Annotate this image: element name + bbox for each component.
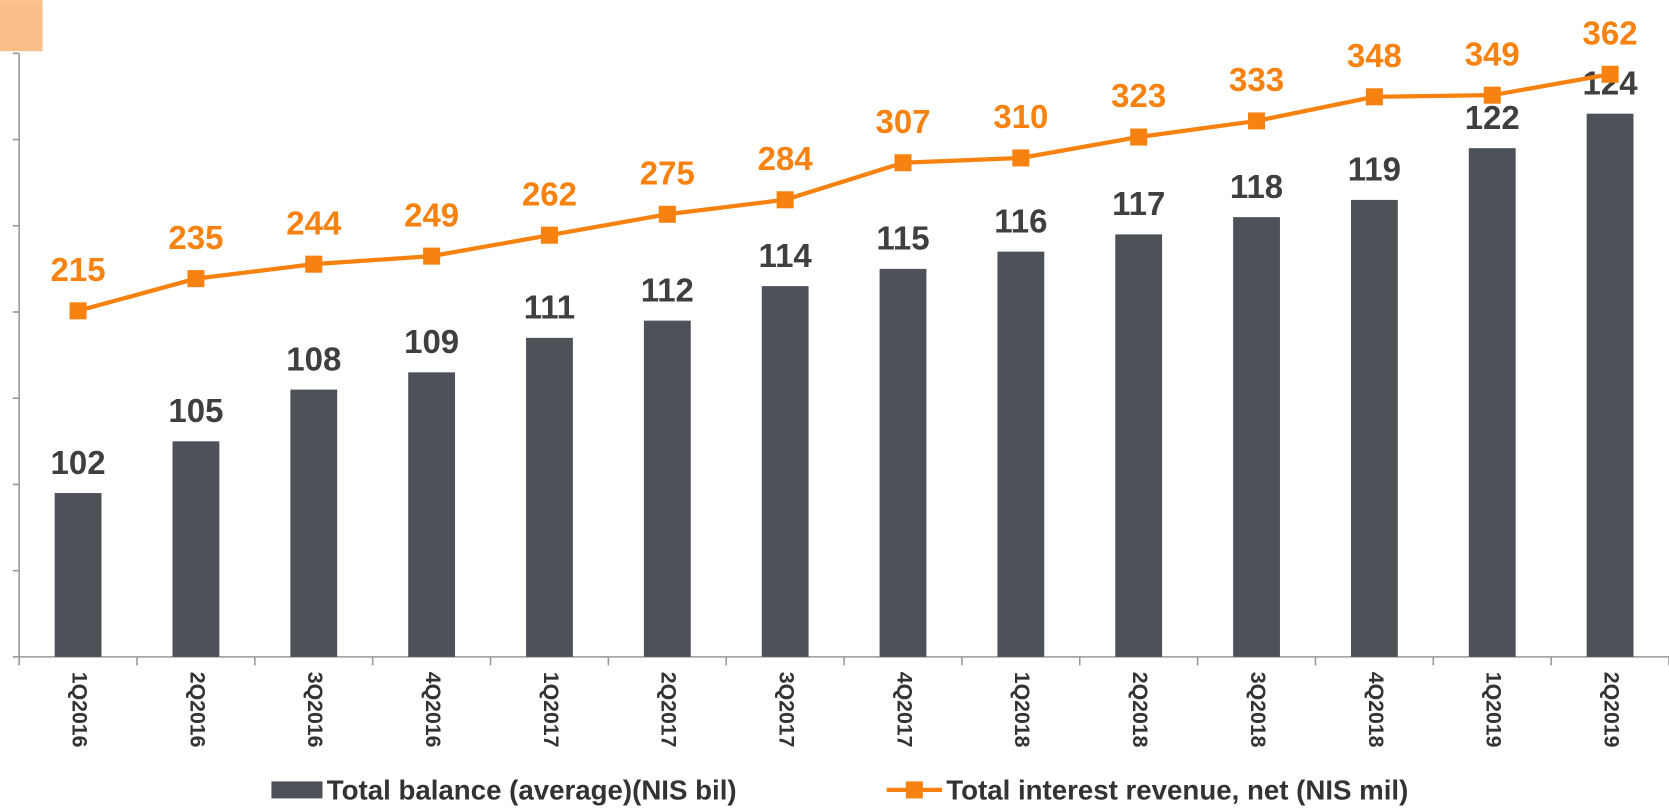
- line-marker: [540, 226, 558, 244]
- legend-swatch: [905, 781, 923, 799]
- bar-label: 115: [876, 220, 929, 257]
- x-tick-label: 1Q2019: [1482, 672, 1506, 748]
- legend-swatch: [271, 781, 323, 799]
- line-marker: [423, 247, 441, 265]
- line: [77, 72, 1611, 313]
- bar-label: 102: [51, 444, 106, 481]
- x-tick-label: 1Q2016: [67, 672, 91, 748]
- line-marker: [894, 154, 912, 172]
- line-label: 235: [168, 219, 223, 256]
- line-marker: [776, 191, 794, 209]
- x-tick-label: 1Q2017: [539, 672, 563, 748]
- line-label: 249: [404, 196, 459, 233]
- legend-label: Total interest revenue, net (NIS mil): [946, 774, 1408, 805]
- bar-label: 122: [1465, 99, 1520, 136]
- bar: [761, 286, 809, 657]
- line-label: 244: [286, 204, 342, 241]
- line-marker: [1483, 86, 1501, 104]
- bar: [1350, 199, 1398, 657]
- x-tick-label: 1Q2018: [1010, 672, 1034, 748]
- line-label: 349: [1465, 35, 1520, 72]
- line-label: 262: [522, 175, 577, 212]
- legend-label: Total balance (average)(NIS bil): [327, 774, 737, 805]
- line-label: 310: [993, 98, 1048, 135]
- corner-decoration: [0, 0, 43, 52]
- line-label: 362: [1583, 14, 1638, 51]
- x-tick-label: 4Q2017: [892, 672, 916, 748]
- bar-label: 112: [641, 271, 694, 308]
- x-tick-label: 3Q2016: [303, 672, 327, 748]
- bar-label: 118: [1230, 168, 1283, 205]
- line-label: 307: [875, 103, 930, 140]
- bar: [172, 441, 220, 657]
- x-tick-label: 2Q2018: [1128, 672, 1152, 748]
- line-label: 348: [1347, 37, 1402, 74]
- line-label: 215: [51, 251, 106, 288]
- line-marker: [69, 302, 87, 320]
- bar-label: 108: [286, 340, 341, 377]
- x-tick-label: 2Q2017: [657, 672, 681, 748]
- x-tick-label: 3Q2017: [775, 672, 799, 748]
- bar: [879, 268, 927, 657]
- bar-label: 109: [404, 323, 459, 360]
- x-tick-label: 3Q2018: [1246, 672, 1270, 748]
- bar: [643, 320, 691, 657]
- line-marker: [1601, 65, 1619, 83]
- line-label: 275: [640, 154, 695, 191]
- line-marker: [1365, 88, 1383, 106]
- bar: [1468, 148, 1516, 657]
- bar-label: 111: [524, 289, 575, 326]
- bar-label: 117: [1112, 185, 1165, 222]
- bar: [54, 493, 102, 657]
- line-marker: [658, 205, 676, 223]
- x-tick-label: 4Q2016: [421, 672, 445, 748]
- bar: [1586, 113, 1634, 657]
- bar: [1115, 234, 1163, 657]
- x-tick-label: 2Q2016: [185, 672, 209, 748]
- bar: [526, 337, 573, 657]
- bar-label: 119: [1348, 151, 1401, 188]
- x-tick-label: 2Q2019: [1599, 672, 1623, 748]
- line-label: 284: [758, 140, 814, 177]
- line-marker: [1012, 149, 1030, 167]
- bar-label: 105: [168, 392, 223, 429]
- line-marker: [1248, 112, 1266, 130]
- line-label: 333: [1229, 61, 1284, 98]
- line-marker: [305, 255, 323, 273]
- line-marker: [187, 270, 205, 288]
- line-label: 323: [1111, 77, 1166, 114]
- bar-label: 114: [759, 237, 813, 274]
- bar: [1233, 217, 1280, 657]
- bar: [408, 372, 456, 657]
- bar: [290, 389, 338, 657]
- bar-label: 116: [994, 202, 1047, 239]
- bar: [997, 251, 1045, 657]
- line-marker: [1130, 128, 1148, 146]
- x-tick-label: 4Q2018: [1364, 672, 1388, 748]
